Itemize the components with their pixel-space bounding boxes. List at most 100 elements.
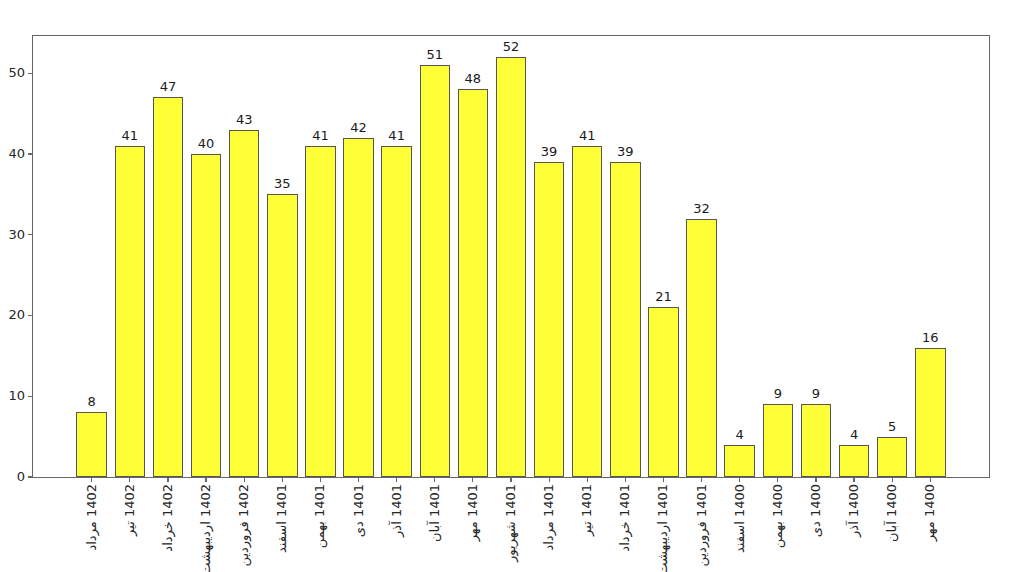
y-tick-label: 50 (8, 66, 25, 80)
bar (458, 89, 488, 477)
y-tick-label: 20 (8, 308, 25, 322)
bar (267, 194, 297, 477)
bar-value-label: 16 (922, 330, 939, 345)
x-tick-label: 1400 آبان (885, 484, 899, 542)
bar (648, 307, 678, 477)
bar-value-label: 8 (88, 394, 96, 409)
x-tick-label: 1400 بهمن (771, 484, 785, 548)
bar-value-label: 9 (774, 386, 782, 401)
x-tick-mark (739, 478, 740, 482)
x-tick-mark (777, 478, 778, 482)
x-tick-mark (892, 478, 893, 482)
x-tick-mark (320, 478, 321, 482)
bar-value-label: 21 (655, 289, 672, 304)
bar-value-label: 43 (236, 112, 253, 127)
bar (115, 146, 145, 477)
x-tick-label: 1401 مهر (466, 484, 480, 541)
x-tick-label: 1401 خرداد (618, 484, 632, 552)
bar (191, 154, 221, 477)
x-tick-mark (244, 478, 245, 482)
x-tick-mark (91, 478, 92, 482)
x-tick-label: 1401 فروردین (695, 484, 709, 566)
y-tick-mark (28, 396, 32, 397)
y-tick-mark (28, 153, 32, 154)
x-tick-mark (587, 478, 588, 482)
x-tick-mark (129, 478, 130, 482)
x-tick-mark (434, 478, 435, 482)
x-tick-mark (853, 478, 854, 482)
bar (76, 412, 106, 477)
bar-value-label: 35 (274, 176, 291, 191)
x-tick-label: 1400 اسفند (733, 484, 747, 553)
bar (572, 146, 602, 477)
bar (610, 162, 640, 477)
plot-area: 0102030405081402 مرداد411402 تیر471402 خ… (32, 35, 990, 478)
x-tick-label: 1400 آذر (847, 484, 861, 537)
bar (724, 445, 754, 477)
bar (343, 138, 373, 477)
x-tick-mark (549, 478, 550, 482)
y-tick-mark (28, 234, 32, 235)
bar-value-label: 39 (617, 144, 634, 159)
bar (915, 348, 945, 477)
bar-value-label: 51 (426, 47, 443, 62)
x-tick-mark (167, 478, 168, 482)
x-tick-mark (625, 478, 626, 482)
x-tick-label: 1401 بهمن (313, 484, 327, 548)
bar-value-label: 42 (350, 120, 367, 135)
bar-value-label: 41 (388, 128, 405, 143)
bar-value-label: 47 (160, 79, 177, 94)
x-tick-mark (701, 478, 702, 482)
x-tick-label: 1401 تیر (580, 484, 594, 536)
x-tick-label: 1401 مرداد (542, 484, 556, 551)
bar (229, 130, 259, 477)
bar-value-label: 52 (503, 39, 520, 54)
y-tick-label: 40 (8, 147, 25, 161)
bar (305, 146, 335, 477)
x-tick-label: 1402 مرداد (85, 484, 99, 551)
bar (496, 57, 526, 477)
bar-value-label: 40 (198, 136, 215, 151)
x-tick-label: 1401 آبان (428, 484, 442, 542)
y-tick-mark (28, 73, 32, 74)
bar (839, 445, 869, 477)
bar-value-label: 48 (465, 71, 482, 86)
bar-value-label: 9 (812, 386, 820, 401)
bar (153, 97, 183, 477)
bar-value-label: 39 (541, 144, 558, 159)
bar (686, 219, 716, 477)
bar (381, 146, 411, 477)
y-tick-label: 0 (17, 470, 25, 484)
x-tick-label: 1401 شهریور (504, 484, 518, 562)
x-tick-mark (930, 478, 931, 482)
x-tick-label: 1402 فروردین (237, 484, 251, 566)
x-tick-label: 1401 اسفند (275, 484, 289, 553)
x-tick-label: 1401 اردیبهشت (656, 484, 670, 572)
x-tick-mark (815, 478, 816, 482)
x-tick-mark (358, 478, 359, 482)
bar-value-label: 4 (736, 427, 744, 442)
x-tick-mark (663, 478, 664, 482)
x-tick-label: 1402 تیر (123, 484, 137, 536)
bar (534, 162, 564, 477)
bar-value-label: 5 (888, 419, 896, 434)
bar-value-label: 4 (850, 427, 858, 442)
x-tick-mark (396, 478, 397, 482)
x-tick-mark (282, 478, 283, 482)
bar (877, 437, 907, 477)
x-tick-label: 1401 دی (352, 484, 366, 537)
y-tick-label: 30 (8, 228, 25, 242)
bar-value-label: 41 (312, 128, 329, 143)
x-tick-label: 1402 اردیبهشت (199, 484, 213, 572)
bar (763, 404, 793, 477)
x-tick-label: 1401 آذر (390, 484, 404, 537)
x-tick-mark (205, 478, 206, 482)
y-tick-label: 10 (8, 389, 25, 403)
y-tick-mark (28, 315, 32, 316)
bar-value-label: 41 (579, 128, 596, 143)
bar (420, 65, 450, 477)
bar-chart-figure: 0102030405081402 مرداد411402 تیر471402 خ… (0, 0, 1024, 572)
y-tick-mark (28, 476, 32, 477)
x-tick-label: 1400 دی (809, 484, 823, 537)
bar-value-label: 41 (122, 128, 139, 143)
